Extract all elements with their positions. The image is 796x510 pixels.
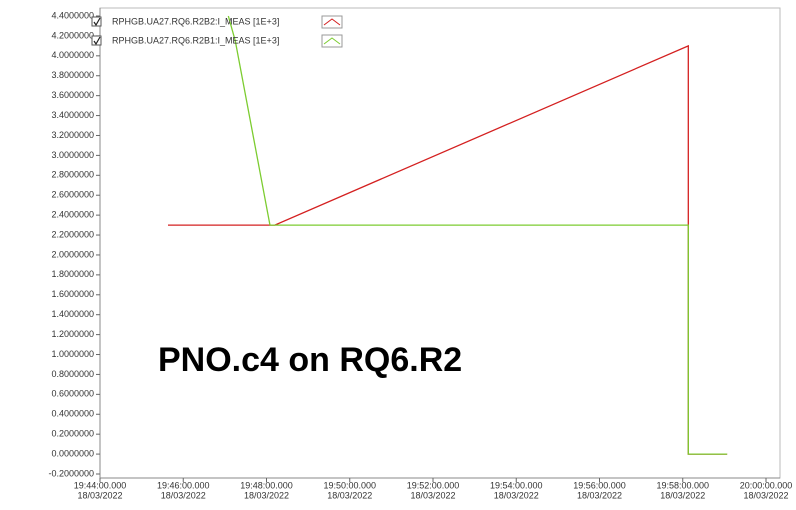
legend-swatch-box	[321, 15, 343, 29]
y-tick-label: 3.4000000	[51, 110, 94, 120]
x-tick-label: 18/03/2022	[577, 490, 622, 500]
x-tick-label: 19:50:00.000	[323, 480, 376, 490]
y-tick-label: 3.2000000	[51, 130, 94, 140]
y-tick-label: 1.8000000	[51, 269, 94, 279]
legend-checkbox	[91, 16, 102, 27]
y-tick-label: 2.6000000	[51, 190, 94, 200]
y-tick-label: 1.0000000	[51, 349, 94, 359]
x-tick-label: 19:52:00.000	[407, 480, 460, 490]
y-tick-label: 2.2000000	[51, 229, 94, 239]
legend-swatch	[323, 18, 341, 26]
x-tick-label: 18/03/2022	[494, 490, 539, 500]
y-tick-label: 3.6000000	[51, 90, 94, 100]
x-tick-label: 18/03/2022	[77, 490, 122, 500]
x-tick-label: 18/03/2022	[244, 490, 289, 500]
x-tick-label: 19:54:00.000	[490, 480, 543, 490]
y-tick-label: 4.0000000	[51, 50, 94, 60]
y-tick-label: 1.2000000	[51, 329, 94, 339]
legend-swatch	[323, 37, 341, 45]
x-tick-label: 19:44:00.000	[74, 480, 127, 490]
y-tick-label: 0.4000000	[51, 409, 94, 419]
y-tick-label: 1.6000000	[51, 289, 94, 299]
x-tick-label: 19:46:00.000	[157, 480, 210, 490]
y-tick-label: 3.0000000	[51, 150, 94, 160]
y-tick-label: 4.4000000	[51, 10, 94, 20]
y-tick-label: 1.4000000	[51, 309, 94, 319]
x-tick-label: 19:48:00.000	[240, 480, 293, 490]
legend-check	[93, 36, 101, 46]
x-tick-label: 18/03/2022	[743, 490, 788, 500]
y-tick-label: 2.0000000	[51, 249, 94, 259]
annotation: PNO.c4 on RQ6.R2	[158, 341, 462, 379]
legend-check	[93, 17, 101, 27]
x-tick-label: 18/03/2022	[660, 490, 705, 500]
y-tick-label: 2.8000000	[51, 170, 94, 180]
y-tick-label: 0.2000000	[51, 429, 94, 439]
series-line	[227, 15, 728, 455]
x-tick-label: 19:56:00.000	[573, 480, 626, 490]
x-tick-label: 18/03/2022	[327, 490, 372, 500]
y-tick-label: 0.0000000	[51, 448, 94, 458]
y-tick-label: 2.4000000	[51, 210, 94, 220]
legend-swatch-box	[321, 34, 343, 48]
legend-label: RPHGB.UA27.RQ6.R2B2:I_MEAS [1E+3]	[112, 16, 279, 26]
legend-checkbox	[91, 35, 102, 46]
y-tick-label: 0.8000000	[51, 369, 94, 379]
x-tick-label: 19:58:00.000	[656, 480, 709, 490]
x-tick-label: 18/03/2022	[161, 490, 206, 500]
y-tick-label: -0.2000000	[48, 468, 94, 478]
legend-label: RPHGB.UA27.RQ6.R2B1:I_MEAS [1E+3]	[112, 35, 279, 45]
x-tick-label: 18/03/2022	[410, 490, 455, 500]
x-tick-label: 20:00:00.000	[740, 480, 793, 490]
y-tick-label: 0.6000000	[51, 389, 94, 399]
plot-area	[99, 7, 781, 479]
y-tick-label: 4.2000000	[51, 30, 94, 40]
y-tick-label: 3.8000000	[51, 70, 94, 80]
